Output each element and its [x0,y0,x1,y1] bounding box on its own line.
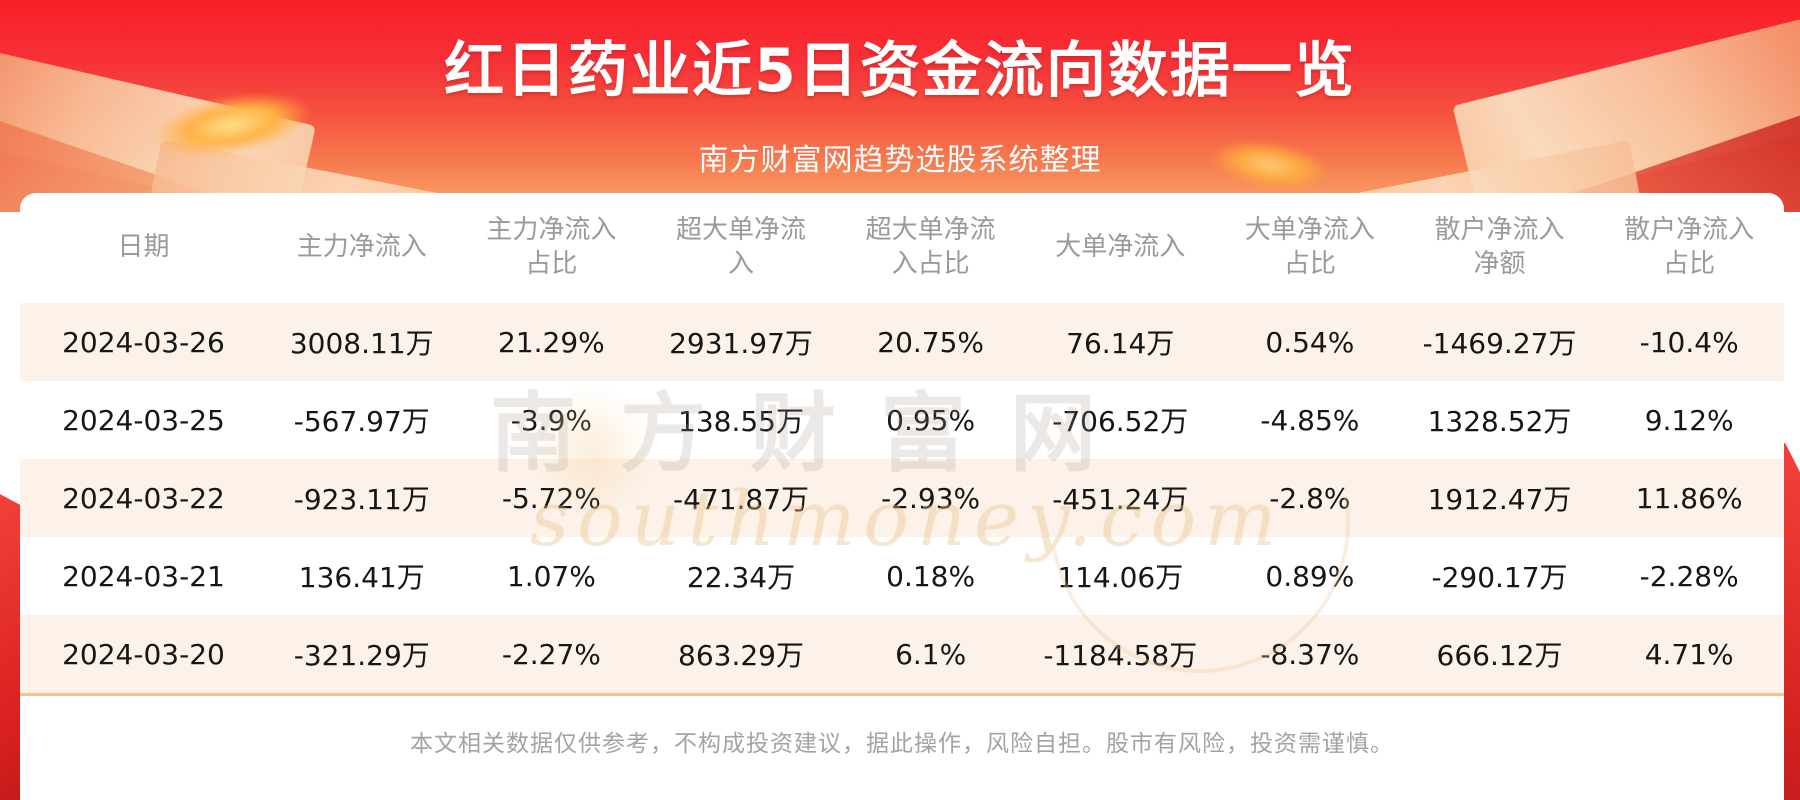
value-cell: -1184.58万 [1043,639,1198,672]
column-header: 主力净流入 占比 [486,215,617,279]
column-header: 主力净流入 [296,232,427,263]
date-cell: 2024-03-22 [62,481,225,515]
value-cell: 9.12% [1644,403,1734,437]
value-cell: 11.86% [1635,481,1743,515]
value-cell: 0.89% [1265,559,1355,593]
value-cell: -471.87万 [672,483,810,516]
column-header: 超大单净流 入 [676,215,807,279]
fund-flow-table: 日期 主力净流入 主力净流入 占比 超大单净流 入超大单净流 入占比 大单净流入 大单净流… [20,193,1784,693]
value-cell: 0.18% [886,559,976,593]
value-cell: 76.14万 [1066,327,1175,360]
value-cell: 136.41万 [298,561,425,594]
value-cell: 863.29万 [678,639,804,672]
column-header: 日期 [117,232,170,263]
value-cell: 1.07% [506,559,596,593]
value-cell: 3008.11万 [289,327,434,360]
page-subtitle: 南方财富网趋势选股系统整理 [698,143,1102,178]
value-cell: -2.27% [501,637,601,671]
value-cell: 2931.97万 [669,327,813,360]
footer-divider [20,693,1784,696]
date-cell: 2024-03-20 [62,637,225,671]
value-cell: 1328.52万 [1427,405,1572,438]
table-body: 2024-03-26 3008.11万 21.29% 2931.97万 20.75% 76… [20,303,1784,693]
value-cell: 21.29% [498,325,605,359]
table-row: 2024-03-26 3008.11万 21.29% 2931.97万 20.75% 76… [20,303,1784,381]
date-cell: 2024-03-21 [62,559,225,593]
value-cell: -290.17万 [1431,561,1568,594]
value-cell: 1912.47万 [1427,483,1572,516]
column-header: 散户净流入 占比 [1624,215,1755,279]
value-cell: 666.12万 [1436,639,1563,672]
value-cell: 114.06万 [1057,561,1184,594]
table-row: 2024-03-22 -923.11万 -5.72% -471.87万 -2.93% -4… [20,459,1784,537]
column-header: 大单净流入 [1055,232,1186,263]
date-cell: 2024-03-25 [62,403,225,437]
date-cell: 2024-03-26 [62,325,225,359]
value-cell: -2.28% [1639,559,1739,593]
value-cell: 0.54% [1265,325,1355,359]
page-title: 红日药业近5日资金流向数据一览 [444,36,1356,106]
value-cell: -5.72% [501,481,601,515]
column-header: 大单净流入 占比 [1244,215,1375,279]
value-cell: -567.97万 [293,405,430,438]
value-cell: -1469.27万 [1422,327,1577,360]
value-cell: -3.9% [510,403,593,437]
value-cell: -2.93% [881,481,981,515]
column-header: 超大单净流 入占比 [865,215,996,279]
table-header: 日期 主力净流入 主力净流入 占比 超大单净流 入超大单净流 入占比 大单净流入 大单净流… [20,193,1784,303]
column-header: 散户净流入 净额 [1434,215,1565,279]
table-header-row: 日期 主力净流入 主力净流入 占比 超大单净流 入超大单净流 入占比 大单净流入 大单净流… [20,193,1784,303]
table-row: 2024-03-21 136.41万 1.07% 22.34万 0.18% 114.06万… [20,537,1784,615]
value-cell: -451.24万 [1052,483,1189,516]
value-cell: 20.75% [877,325,985,359]
header-banner: 红日药业近5日资金流向数据一览 南方财富网趋势选股系统整理 [0,0,1800,212]
value-cell: -923.11万 [293,483,430,516]
value-cell: 22.34万 [686,561,796,594]
value-cell: -8.37% [1260,637,1360,671]
value-cell: -10.4% [1639,325,1739,359]
value-cell: -321.29万 [293,639,430,672]
data-card: 日期 主力净流入 主力净流入 占比 超大单净流 入超大单净流 入占比 大单净流入 大单净流… [20,193,1784,800]
disclaimer-text: 本文相关数据仅供参考，不构成投资建议，据此操作，风险自担。股市有风险，投资需谨慎… [410,731,1394,757]
table-row: 2024-03-20 -321.29万 -2.27% 863.29万 6.1% -1184… [20,615,1784,693]
value-cell: 0.95% [886,403,976,437]
value-cell: -4.85% [1260,403,1360,437]
value-cell: 4.71% [1644,637,1734,671]
table-row: 2024-03-25 -567.97万 -3.9% 138.55万 0.95% -706.… [20,381,1784,459]
value-cell: -706.52万 [1052,405,1189,438]
value-cell: 138.55万 [678,405,804,438]
value-cell: 6.1% [895,637,967,671]
value-cell: -2.8% [1269,481,1351,515]
